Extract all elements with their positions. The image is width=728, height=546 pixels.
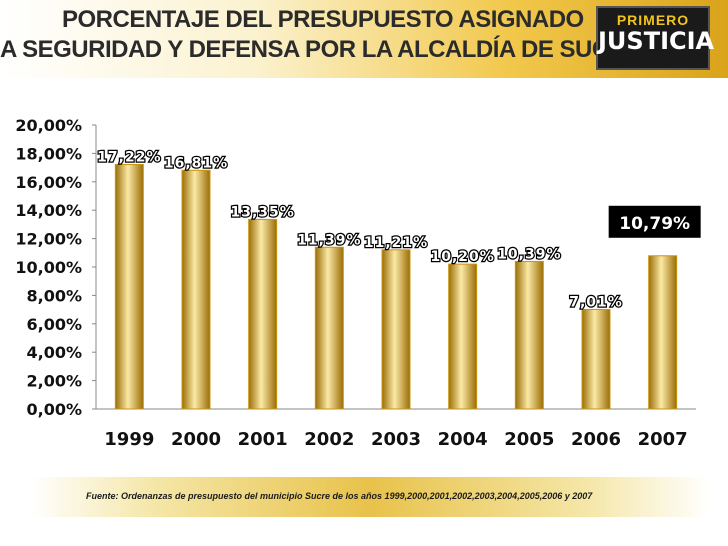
- x-tick-label: 2005: [504, 429, 554, 450]
- data-label: 10,79%: [619, 214, 690, 234]
- data-label: 10,39%: [497, 246, 561, 262]
- y-tick-label: 18,00%: [15, 144, 82, 163]
- bar: [381, 249, 411, 410]
- bar: [114, 163, 144, 410]
- y-tick-label: 8,00%: [26, 286, 82, 305]
- y-tick-label: 14,00%: [15, 201, 82, 220]
- data-label: 7,01%: [569, 294, 623, 310]
- y-tick-label: 4,00%: [26, 343, 82, 362]
- budget-bar-chart: 0,00% 2,00% 4,00% 6,00% 8,00% 10,00% 12,00% 14,…: [15, 116, 701, 450]
- data-label: 16,81%: [164, 155, 228, 171]
- x-tick-label: 1999: [104, 429, 154, 450]
- bars: [114, 163, 678, 410]
- source-note: Fuente: Ordenanzas de presupuesto del mu…: [86, 491, 593, 501]
- y-tick-label: 16,00%: [15, 173, 82, 192]
- logo-top-text: PRIMERO: [616, 12, 690, 28]
- primero-justicia-logo: PRIMERO JUSTICIA: [596, 6, 715, 70]
- bar: [448, 263, 478, 410]
- highlight-label-box: [608, 205, 701, 238]
- data-label: 10,20%: [431, 249, 495, 265]
- data-label: 13,35%: [231, 204, 295, 220]
- bar: [514, 260, 544, 410]
- data-label: 17,22%: [97, 149, 161, 165]
- x-axis: 1999 2000 2001 2002 2003 2004 2005 2006 2007: [104, 429, 687, 450]
- y-tick-label: 12,00%: [15, 230, 82, 249]
- logo-bottom-text: JUSTICIA: [598, 27, 715, 55]
- x-tick-label: 2002: [304, 429, 354, 450]
- x-tick-label: 2001: [238, 429, 288, 450]
- x-tick-label: 2003: [371, 429, 421, 450]
- x-tick-label: 2007: [638, 429, 688, 450]
- footer-band: [30, 477, 710, 517]
- data-labels: 17,22% 16,81% 13,35%11,39% 11,21%10,20% 10,3…: [96, 148, 701, 312]
- bar: [581, 308, 611, 410]
- bar: [314, 246, 344, 410]
- title-line-1: PORCENTAJE DEL PRESUPUESTO ASIGNADO: [62, 6, 584, 33]
- y-tick-label: 6,00%: [26, 315, 82, 334]
- y-tick-label: 0,00%: [26, 400, 82, 419]
- y-tick-label: 10,00%: [15, 258, 82, 277]
- y-axis: 0,00% 2,00% 4,00% 6,00% 8,00% 10,00% 12,00% 14,…: [15, 116, 96, 419]
- bar: [248, 218, 278, 410]
- bar: [181, 169, 211, 410]
- x-tick-label: 2006: [571, 429, 621, 450]
- y-tick-label: 20,00%: [15, 116, 82, 135]
- title-line-2: A SEGURIDAD Y DEFENSA POR LA ALCALDÍA DE…: [0, 36, 642, 63]
- y-tick-label: 2,00%: [26, 372, 82, 391]
- x-tick-label: 2000: [171, 429, 221, 450]
- data-label: 11,39%: [297, 232, 361, 248]
- x-tick-label: 2004: [438, 429, 488, 450]
- data-label: 11,21%: [364, 235, 428, 251]
- bar: [648, 255, 678, 410]
